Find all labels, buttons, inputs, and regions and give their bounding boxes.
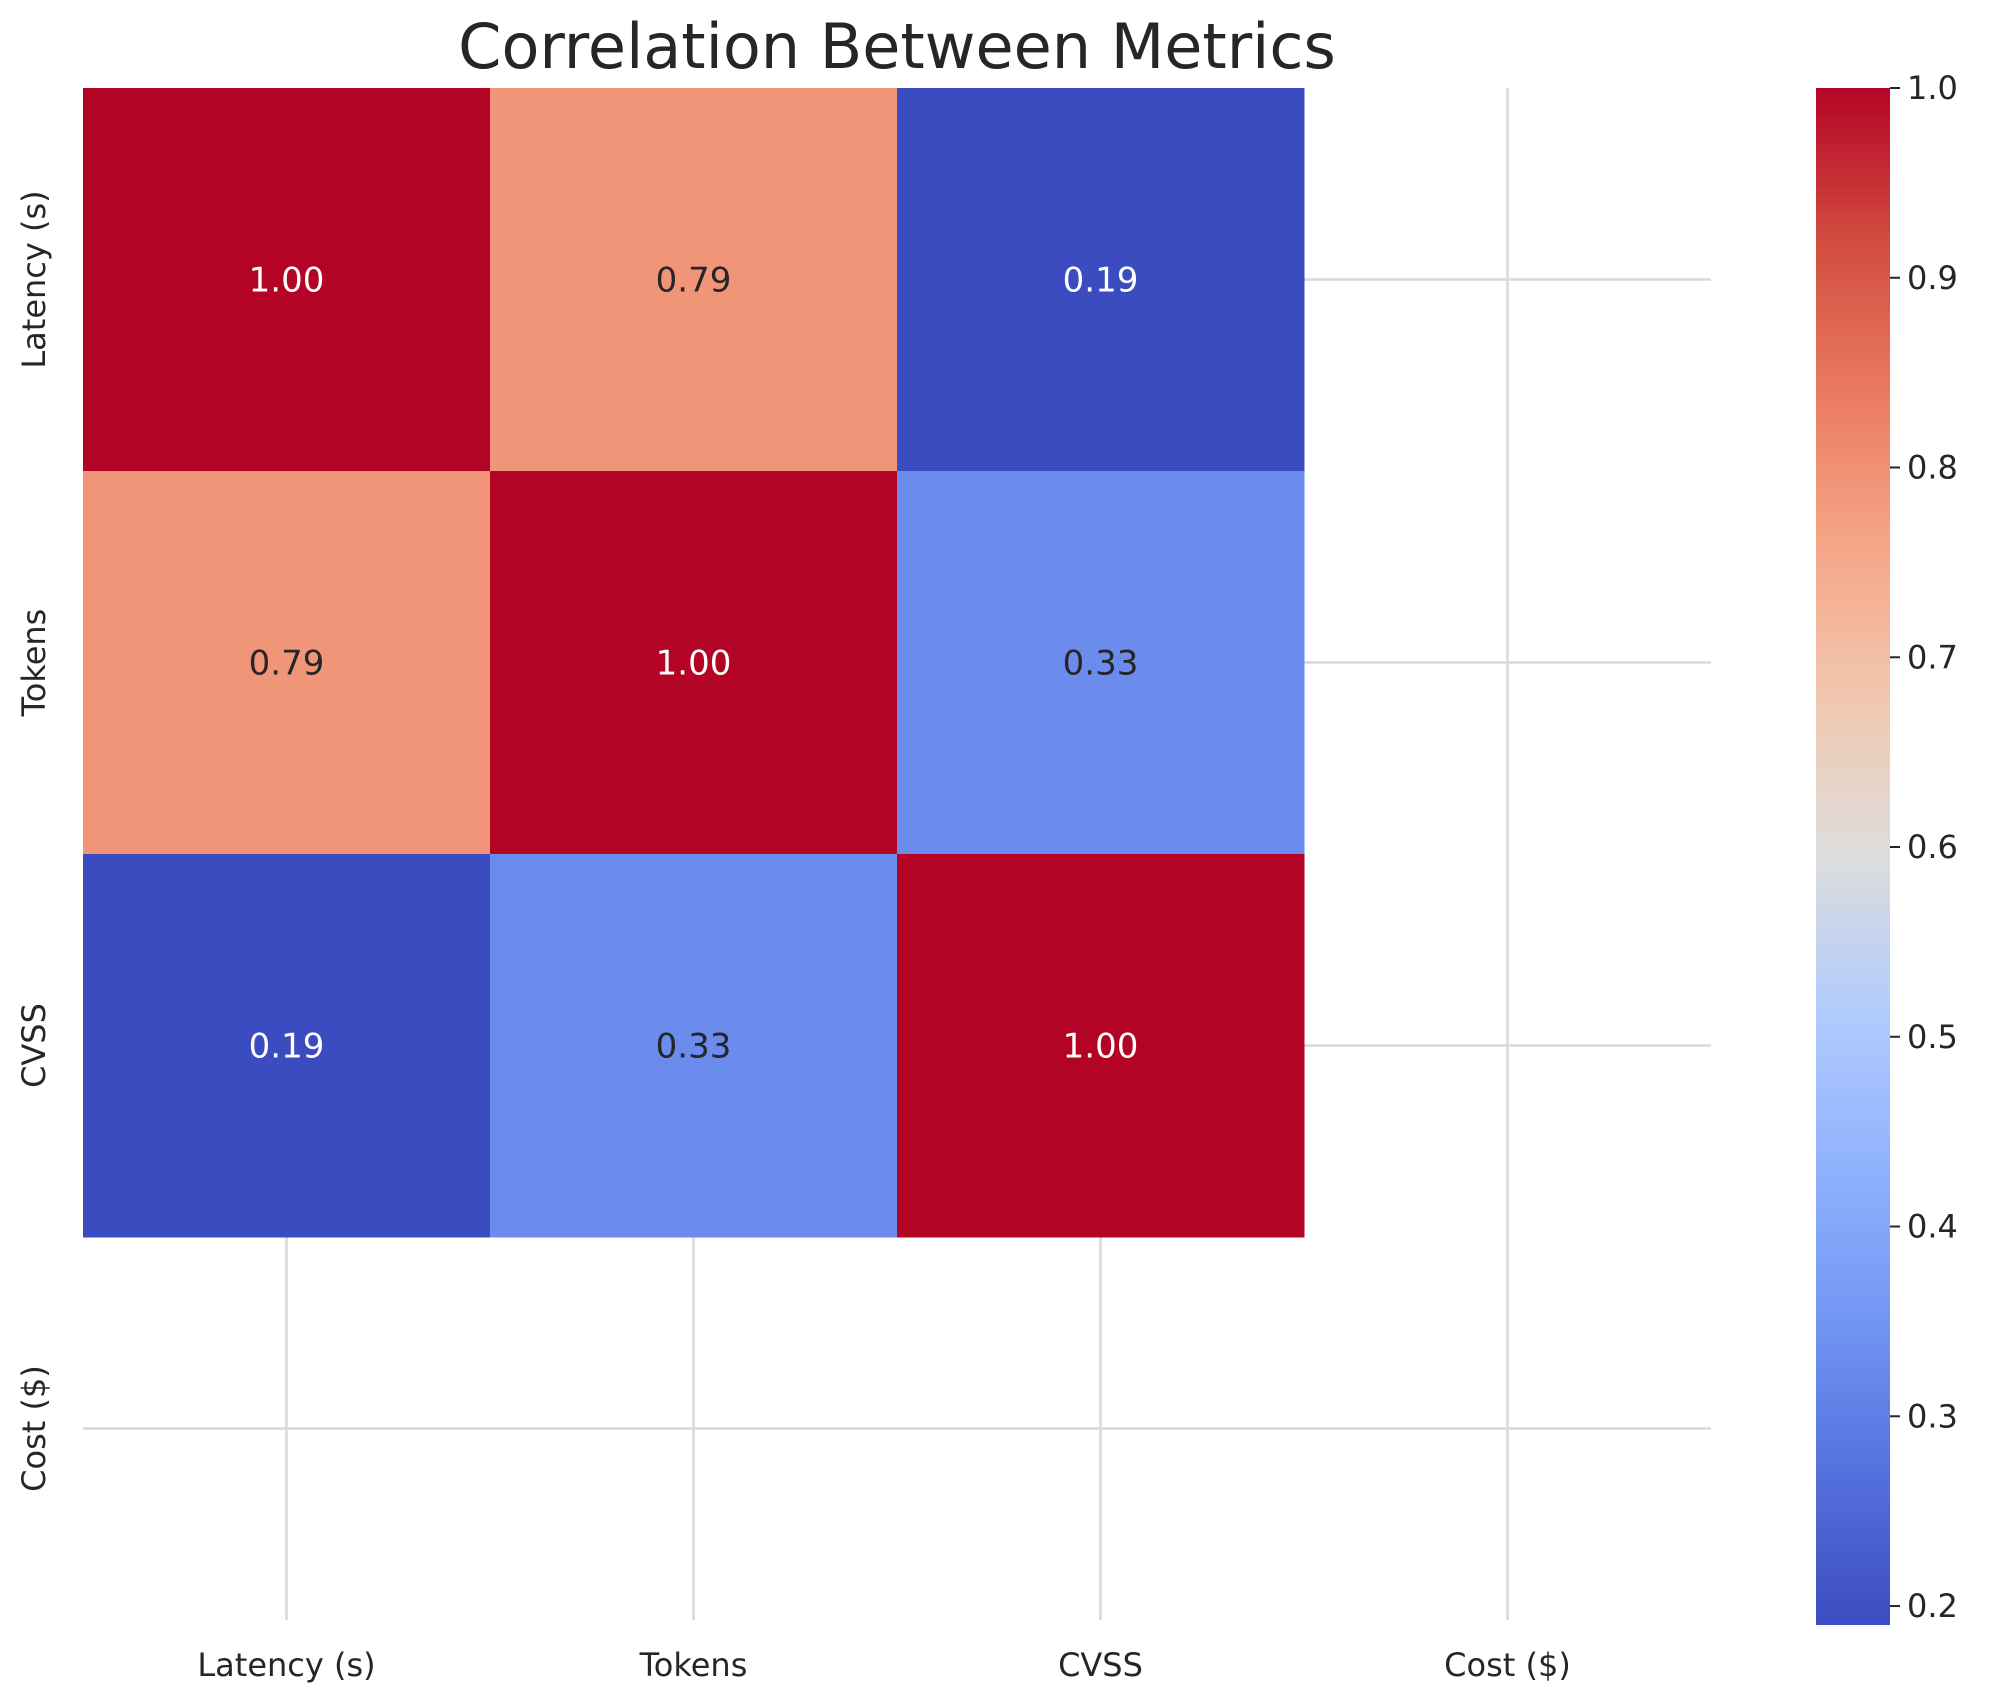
colorbar-gradient <box>1816 88 1890 1625</box>
colorbar-tick-label: 1.0 <box>1907 69 1958 107</box>
y-tick-label: Tokens <box>15 609 53 718</box>
heatmap-cell <box>897 854 1305 1238</box>
cell-annotation: 0.33 <box>1063 644 1139 684</box>
x-tick-label: Cost ($) <box>1444 1646 1571 1684</box>
x-axis-tick-labels: Latency (s) Tokens CVSS Cost ($) <box>197 1646 1570 1684</box>
cell-annotations: 1.00 0.79 0.19 0.79 1.00 0.33 0.19 0.33 1.00 <box>249 261 1139 1067</box>
cell-annotation: 0.19 <box>249 1027 325 1067</box>
heatmap-cell <box>490 88 898 472</box>
heatmap-cell <box>83 88 491 472</box>
x-tick-label: Tokens <box>639 1646 748 1684</box>
x-tick-label: CVSS <box>1058 1646 1143 1684</box>
cell-annotation: 1.00 <box>1063 1027 1139 1067</box>
x-tick-label: Latency (s) <box>197 1646 375 1684</box>
heatmap-cell <box>897 471 1305 855</box>
y-tick-label: CVSS <box>15 1003 53 1088</box>
colorbar-tick-label: 0.8 <box>1907 449 1958 487</box>
colorbar-tick-label: 0.4 <box>1907 1208 1958 1246</box>
y-tick-label: Cost ($) <box>15 1365 53 1492</box>
y-axis-tick-labels: Latency (s) Tokens CVSS Cost ($) <box>15 190 53 1491</box>
heatmap-cell <box>490 471 898 855</box>
colorbar-tick-label: 0.9 <box>1907 259 1958 297</box>
heatmap-cell <box>490 854 898 1238</box>
heatmap-cells <box>83 88 1305 1238</box>
heatmap-cell <box>83 471 491 855</box>
cell-annotation: 1.00 <box>656 644 732 684</box>
cell-annotation: 0.79 <box>249 644 325 684</box>
colorbar-tick-label: 0.3 <box>1907 1397 1958 1435</box>
cell-annotation: 1.00 <box>249 261 325 301</box>
heatmap-cell <box>83 854 491 1238</box>
colorbar: 0.2 0.3 0.4 0.5 0.6 0.7 0.8 0.9 1.0 <box>1816 69 1958 1625</box>
colorbar-tick-label: 0.7 <box>1907 638 1958 676</box>
y-tick-label: Latency (s) <box>15 190 53 368</box>
colorbar-tick-label: 0.5 <box>1907 1018 1958 1056</box>
chart-title: Correlation Between Metrics <box>458 10 1336 83</box>
heatmap-cell <box>897 88 1305 472</box>
cell-annotation: 0.19 <box>1063 261 1139 301</box>
cell-annotation: 0.79 <box>656 261 732 301</box>
colorbar-tick-label: 0.6 <box>1907 828 1958 866</box>
cell-annotation: 0.33 <box>656 1027 732 1067</box>
colorbar-tick-label: 0.2 <box>1907 1587 1958 1625</box>
